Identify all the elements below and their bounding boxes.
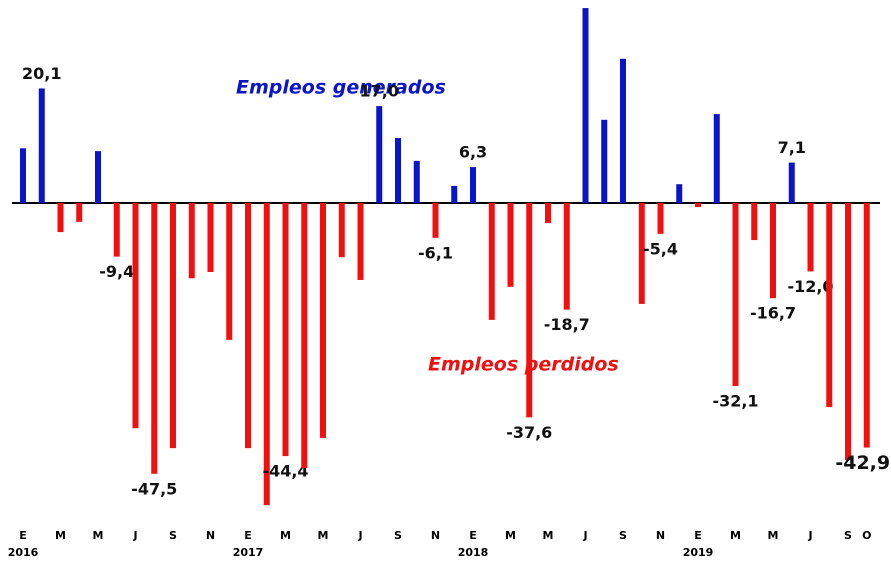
x-tick-label: E: [469, 529, 477, 542]
bar: [245, 203, 251, 449]
value-label: -47,5: [131, 479, 177, 498]
value-label: 6,3: [459, 143, 487, 162]
bar: [563, 203, 570, 310]
value-label: -6,1: [418, 243, 453, 262]
bar: [751, 203, 758, 241]
bar: [20, 148, 26, 204]
x-tick-label: E: [19, 529, 27, 542]
bar: [395, 138, 401, 204]
bar: [376, 106, 383, 204]
bar: [207, 203, 214, 272]
x-tick-label: N: [656, 529, 665, 542]
bar: [38, 88, 45, 204]
bar: [282, 203, 289, 457]
x-tick-label: M: [543, 529, 554, 542]
value-label: -44,4: [262, 462, 308, 481]
bar: [170, 203, 176, 449]
bar: [301, 203, 308, 469]
bar: [676, 184, 683, 204]
bar: [470, 167, 476, 204]
bar: [620, 58, 626, 204]
bar: [657, 203, 664, 234]
bar: [638, 203, 645, 304]
value-label: -37,6: [506, 423, 552, 442]
year-label: 2018: [458, 546, 489, 559]
x-tick-label: M: [280, 529, 291, 542]
bar: [263, 203, 270, 506]
bar: [713, 114, 720, 204]
bar: [788, 162, 795, 204]
value-label: 17,0: [360, 82, 399, 101]
bar: [320, 203, 326, 438]
bar: [545, 203, 551, 223]
value-label: -16,7: [750, 304, 796, 323]
x-tick-label: N: [206, 529, 215, 542]
x-tick-label: S: [394, 529, 402, 542]
bar: [432, 203, 439, 238]
x-tick-label: N: [431, 529, 440, 542]
annotation: Empleos perdidos: [428, 354, 619, 376]
bar: [151, 203, 158, 474]
value-label: -18,7: [544, 315, 590, 334]
value-label: -12,0: [787, 277, 833, 296]
bar: [601, 119, 608, 204]
bar: [845, 203, 851, 461]
x-tick-label: J: [132, 529, 137, 542]
value-label: -5,4: [643, 239, 678, 258]
bar: [226, 203, 233, 340]
x-tick-label: O: [862, 529, 871, 542]
x-tick-label: J: [582, 529, 587, 542]
x-tick-label: J: [807, 529, 812, 542]
x-tick-label: S: [169, 529, 177, 542]
x-tick-label: M: [505, 529, 516, 542]
value-label: -42,9: [835, 452, 890, 474]
bar: [132, 203, 139, 429]
bar: [451, 185, 458, 204]
value-label: -9,4: [99, 262, 134, 281]
value-label: 7,1: [778, 138, 806, 157]
annotation: Empleos generados: [236, 77, 446, 99]
bar: [57, 203, 64, 233]
bar: [826, 203, 833, 408]
x-tick-label: M: [768, 529, 779, 542]
bar: [695, 203, 701, 208]
year-label: 2016: [8, 546, 39, 559]
bar: [188, 203, 195, 279]
bar: [95, 151, 101, 204]
x-tick-label: M: [318, 529, 329, 542]
bar: [357, 203, 364, 280]
x-tick-label: M: [730, 529, 741, 542]
bar: [507, 203, 514, 287]
bar: [863, 203, 870, 448]
x-tick-label: E: [694, 529, 702, 542]
bar: [338, 203, 345, 258]
bar: [76, 203, 83, 222]
x-tick-label: J: [357, 529, 362, 542]
x-tick-label: S: [619, 529, 627, 542]
bar: [770, 203, 776, 299]
x-tick-label: E: [244, 529, 252, 542]
bar: [488, 203, 495, 320]
x-tick-label: M: [93, 529, 104, 542]
value-label: 20,1: [22, 64, 61, 83]
bar: [526, 203, 533, 418]
value-label: -32,1: [712, 392, 758, 411]
x-tick-label: M: [55, 529, 66, 542]
bar: [582, 8, 589, 204]
x-tick-label: S: [844, 529, 852, 542]
bar: [807, 203, 814, 272]
year-label: 2017: [233, 546, 264, 559]
year-label: 2019: [683, 546, 714, 559]
bar: [413, 160, 420, 204]
bar: [113, 203, 120, 257]
bar: [732, 203, 739, 387]
